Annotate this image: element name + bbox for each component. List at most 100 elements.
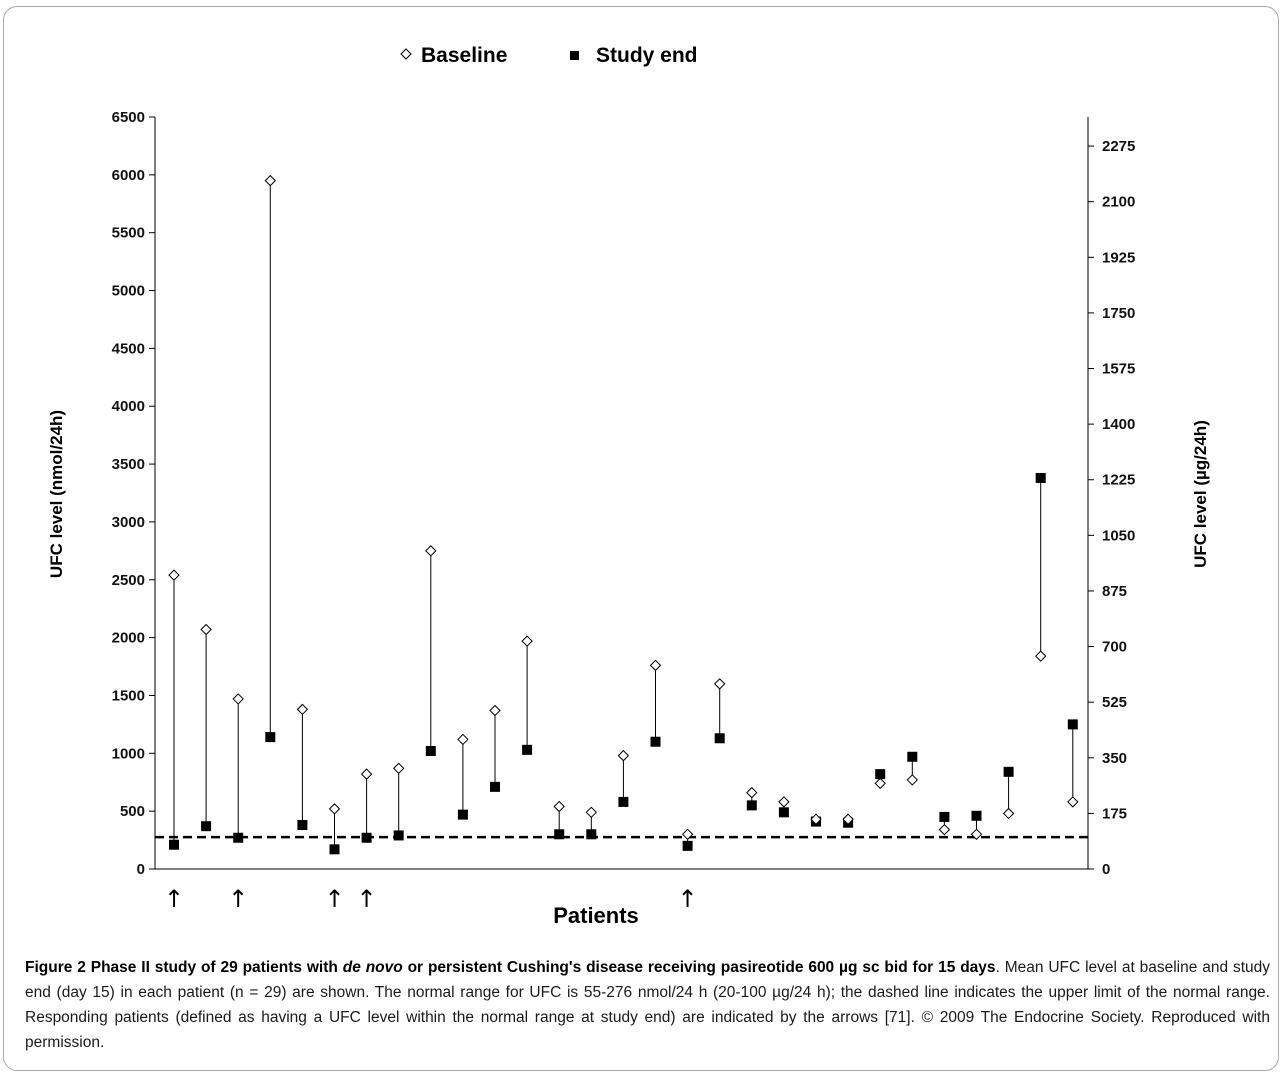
baseline-point xyxy=(938,823,951,836)
baseline-point xyxy=(489,704,501,717)
study-end-point xyxy=(1003,766,1014,777)
right-tick-label: 875 xyxy=(1102,583,1127,600)
left-tick-label: 4500 xyxy=(112,340,145,357)
study-end-point xyxy=(554,829,565,840)
caption-title-part1: Phase II study of 29 patients with xyxy=(85,959,343,976)
caption-figure-label: Figure 2 xyxy=(25,959,86,976)
study-end-point xyxy=(490,781,500,792)
right-tick-label: 1750 xyxy=(1102,305,1135,322)
legend-baseline-marker xyxy=(400,48,412,60)
right-tick-label: 1400 xyxy=(1102,416,1135,433)
x-axis-title: Patients xyxy=(553,903,639,928)
study-end-point xyxy=(939,811,950,822)
study-end-point xyxy=(618,796,629,807)
responder-arrow: ↑ xyxy=(324,885,344,913)
study-end-point xyxy=(746,800,757,811)
responder-arrow: ↑ xyxy=(678,885,698,913)
left-tick-label: 5000 xyxy=(112,283,145,300)
baseline-point xyxy=(649,659,662,672)
study-end-point xyxy=(875,769,886,780)
baseline-point xyxy=(970,828,983,840)
baseline-point xyxy=(617,749,630,762)
study-end-point xyxy=(361,832,372,843)
ufc-chart: Baseline Study end 0 500 1000 1500 2000 2500 3… xyxy=(47,44,1210,928)
study-end-point xyxy=(233,832,244,843)
study-end-point xyxy=(201,821,212,832)
baseline-point xyxy=(553,800,565,813)
baseline-point xyxy=(778,796,790,808)
left-tick-label: 5500 xyxy=(112,225,145,242)
baseline-point xyxy=(392,762,405,775)
study-end-point xyxy=(1067,719,1078,730)
figure-caption: Figure 2 Phase II study of 29 patients w… xyxy=(25,955,1270,1055)
study-end-point xyxy=(586,829,597,840)
baseline-point xyxy=(1002,807,1015,820)
study-end-point xyxy=(682,840,693,851)
responder-arrow: ↑ xyxy=(228,885,248,913)
baseline-point xyxy=(713,678,726,690)
y-axis-title-right: UFC level (µg/24h) xyxy=(1191,420,1210,568)
baseline-point xyxy=(810,813,822,825)
responder-arrows: ↑ ↑ ↑ ↑ ↑ xyxy=(164,885,698,913)
right-tick-label: 1225 xyxy=(1102,472,1135,489)
right-tick-label: 1050 xyxy=(1102,527,1135,544)
figure-frame: Baseline Study end 0 500 1000 1500 2000 2500 3… xyxy=(3,6,1279,1071)
baseline-point xyxy=(585,806,598,819)
legend-baseline-label: Baseline xyxy=(421,44,507,67)
baseline-point xyxy=(1034,650,1047,662)
baseline-point xyxy=(264,174,277,187)
baseline-point xyxy=(360,768,373,780)
study-end-point xyxy=(169,839,179,850)
baseline-point xyxy=(168,569,180,581)
left-tick-label: 0 xyxy=(137,861,145,878)
baseline-point xyxy=(1067,796,1079,808)
caption-body: . Mean UFC level at baseline and study e… xyxy=(25,959,1271,1051)
left-tick-label: 2500 xyxy=(112,572,145,589)
left-tick-label: 2000 xyxy=(112,630,145,647)
right-tick-label: 0 xyxy=(1102,861,1110,878)
left-tick-label: 1000 xyxy=(112,745,145,762)
right-tick-label: 525 xyxy=(1102,694,1127,711)
legend-study-end-marker xyxy=(570,51,579,60)
right-tick-label: 2275 xyxy=(1102,138,1135,155)
baseline-point xyxy=(842,813,854,825)
study-end-point xyxy=(265,732,276,743)
y-axis-title-left: UFC level (nmol/24h) xyxy=(47,410,66,578)
right-tick-label: 1575 xyxy=(1102,361,1135,378)
baseline-point xyxy=(296,703,309,716)
patient-connector-lines xyxy=(173,180,1074,850)
study-end-point xyxy=(425,745,436,756)
right-tick-label: 2100 xyxy=(1102,194,1135,211)
left-tick-label: 6000 xyxy=(112,167,145,184)
study-end-point xyxy=(907,751,918,762)
baseline-point xyxy=(521,635,533,647)
legend-study-end-label: Study end xyxy=(596,44,698,67)
baseline-series xyxy=(168,174,1079,840)
study-end-point xyxy=(971,810,982,821)
baseline-point xyxy=(681,828,694,840)
left-tick-label: 4000 xyxy=(112,398,145,415)
baseline-point xyxy=(874,777,886,790)
baseline-point xyxy=(200,623,212,636)
caption-title-italic: de novo xyxy=(342,959,403,976)
study-end-point xyxy=(1035,472,1046,483)
responder-arrow: ↑ xyxy=(164,885,184,913)
right-tick-label: 1925 xyxy=(1102,249,1135,266)
left-tick-label: 3000 xyxy=(112,514,145,531)
baseline-point xyxy=(746,786,758,799)
study-end-point xyxy=(297,820,308,831)
baseline-point xyxy=(457,733,469,746)
study-end-point xyxy=(714,733,725,744)
baseline-point xyxy=(906,774,919,786)
study-end-point xyxy=(393,830,404,841)
baseline-point xyxy=(328,803,341,815)
chart-legend: Baseline Study end xyxy=(400,44,698,67)
left-tick-label: 6500 xyxy=(112,109,145,126)
left-tick-label: 1500 xyxy=(112,687,145,704)
baseline-point xyxy=(232,693,244,705)
study-end-point xyxy=(778,807,789,818)
right-tick-label: 700 xyxy=(1102,639,1127,656)
responder-arrow: ↑ xyxy=(357,885,377,913)
study-end-series xyxy=(169,472,1078,855)
right-tick-label: 350 xyxy=(1102,750,1127,767)
